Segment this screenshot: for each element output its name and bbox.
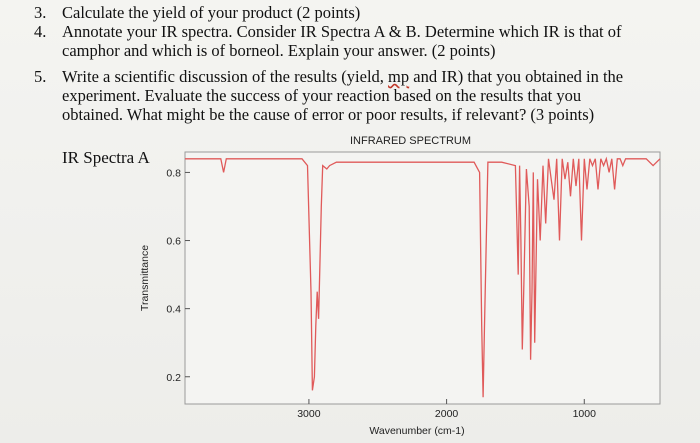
x-tick-label: 3000 [297, 408, 321, 420]
x-axis-label: Wavenumber (cm-1) [369, 425, 464, 437]
question-number: 3. [34, 3, 47, 22]
question-line: Annotate your IR spectra. Consider IR Sp… [62, 22, 622, 41]
spectra-label: IR Spectra A [62, 148, 150, 167]
question-number: 4. [34, 22, 47, 41]
plot-frame [184, 151, 661, 405]
y-tick-label: 0.2 [166, 372, 181, 384]
y-axis-ticks: 0.8 0.6 0.4 0.2 [166, 167, 190, 384]
question-fragment: and IR) that you obtained in the [409, 67, 624, 86]
x-axis-ticks: 3000 2000 1000 [297, 399, 596, 420]
question-number: 5. [34, 67, 47, 86]
y-tick-label: 0.6 [166, 236, 181, 248]
question-text: Calculate the yield of your product (2 p… [62, 3, 361, 22]
y-tick-label: 0.4 [166, 304, 181, 316]
x-tick-label: 2000 [435, 408, 459, 420]
question-line: Write a scientific discussion of the res… [62, 67, 698, 86]
question-line: obtained. What might be the cause of err… [62, 105, 595, 124]
y-axis-label: Transmittance [139, 245, 151, 311]
y-tick-label: 0.8 [166, 167, 181, 179]
question-line: camphor and which is of borneol. Explain… [62, 41, 496, 60]
spellcheck-underlined-word: mp [388, 67, 410, 86]
chart-title: INFRARED SPECTRUM [350, 135, 472, 147]
question-text: Annotate your IR spectra. Consider IR Sp… [62, 22, 698, 60]
question-text: Write a scientific discussion of the res… [62, 67, 698, 124]
question-fragment: Write a scientific discussion of the res… [62, 67, 389, 86]
x-tick-label: 1000 [573, 408, 597, 420]
question-line: experiment. Evaluate the success of your… [62, 86, 582, 105]
spectrum-line [185, 156, 661, 398]
